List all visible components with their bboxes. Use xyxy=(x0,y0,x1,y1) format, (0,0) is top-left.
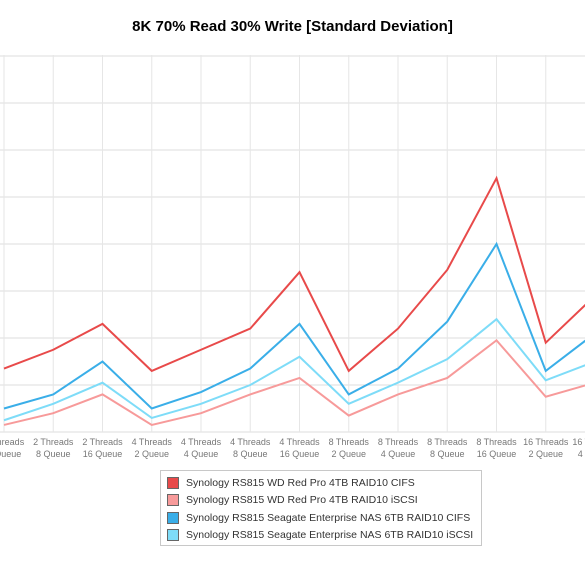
x-tick-label: 4 Threads 8 Queue xyxy=(230,437,271,459)
legend-item[interactable]: Synology RS815 WD Red Pro 4TB RAID10 CIF… xyxy=(167,474,481,492)
series-line xyxy=(3,175,585,373)
x-tick-label: 8 Threads 8 Queue xyxy=(427,437,468,459)
legend-swatch xyxy=(167,494,179,507)
legend-item[interactable]: Synology RS815 Seagate Enterprise NAS 6T… xyxy=(167,527,481,545)
legend-swatch xyxy=(167,476,179,489)
x-tick-label: 2 Threads 16 Queue xyxy=(82,437,123,459)
x-tick-label: 4 Threads 4 Queue xyxy=(181,437,222,459)
legend-label: Synology RS815 WD Red Pro 4TB RAID10 CIF… xyxy=(186,476,415,489)
x-tick-label: 2 Threads 8 Queue xyxy=(33,437,74,459)
legend-swatch xyxy=(167,529,179,542)
legend-label: Synology RS815 WD Red Pro 4TB RAID10 iSC… xyxy=(186,494,418,507)
series-line xyxy=(3,317,585,422)
x-tick-label: 4 Threads 16 Queue xyxy=(279,437,320,459)
legend-swatch xyxy=(167,511,179,524)
legend-label: Synology RS815 Seagate Enterprise NAS 6T… xyxy=(186,511,471,524)
x-tick-label: 8 Threads 16 Queue xyxy=(476,437,517,459)
series-line xyxy=(3,241,585,410)
legend-item[interactable]: Synology RS815 WD Red Pro 4TB RAID10 iSC… xyxy=(167,492,481,510)
x-tick-label: 8 Threads 4 Queue xyxy=(378,437,419,459)
chart-legend: Synology RS815 WD Red Pro 4TB RAID10 CIF… xyxy=(160,470,482,546)
series-line xyxy=(3,338,585,427)
legend-label: Synology RS815 Seagate Enterprise NAS 6T… xyxy=(186,529,474,542)
legend-item[interactable]: Synology RS815 Seagate Enterprise NAS 6T… xyxy=(167,509,481,527)
x-tick-label: 16 Threads 2 Queue xyxy=(523,437,569,459)
x-tick-label: 4 Threads 2 Queue xyxy=(132,437,173,459)
chart-title: 8K 70% Read 30% Write [Standard Deviatio… xyxy=(132,18,453,35)
x-tick-label: 8 Threads 2 Queue xyxy=(329,437,370,459)
